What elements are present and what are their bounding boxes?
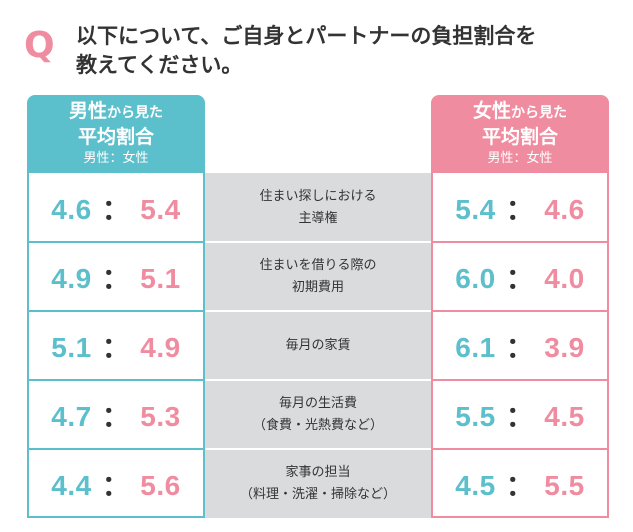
female-header-ratio-label: 男性：女性 bbox=[487, 151, 553, 166]
ratio-colon: ： bbox=[505, 193, 535, 225]
ratio-value: 5.1 ： 4.9 bbox=[51, 326, 180, 366]
female-ratio-row: 4.5 ： 5.5 bbox=[433, 449, 607, 518]
ratio-colon: ： bbox=[505, 400, 535, 432]
male-header-subtitle: 平均割合 bbox=[77, 126, 154, 148]
ratio-colon: ： bbox=[505, 469, 535, 501]
category-row: 住まいを借りる際の 初期費用 bbox=[205, 242, 431, 311]
ratio-value: 4.6 ： 5.4 bbox=[51, 188, 180, 228]
female-share: 4.0 bbox=[544, 262, 585, 294]
ratio-value: 5.4 ： 4.6 bbox=[455, 188, 584, 228]
female-share: 5.5 bbox=[544, 469, 585, 501]
female-share: 4.9 bbox=[140, 331, 181, 363]
ratio-colon: ： bbox=[101, 193, 131, 225]
category-row: 住まい探しにおける 主導権 bbox=[205, 173, 431, 242]
ratio-colon: ： bbox=[101, 400, 131, 432]
male-share: 4.7 bbox=[51, 400, 92, 432]
category-label-line1: 住まいを借りる際の bbox=[259, 257, 377, 273]
row-divider bbox=[29, 241, 203, 243]
female-header-subtitle: 平均割合 bbox=[481, 126, 558, 148]
category-label-line2: （食費・光熱費など） bbox=[252, 417, 383, 433]
male-share: 4.9 bbox=[51, 262, 92, 294]
male-share: 4.6 bbox=[51, 193, 92, 225]
female-ratio-row: 5.4 ： 4.6 bbox=[433, 173, 607, 242]
female-perspective-header: 女性から見た 平均割合 男性：女性 bbox=[431, 95, 609, 173]
question-mark: Q bbox=[24, 25, 55, 66]
row-divider bbox=[433, 448, 607, 450]
row-divider bbox=[205, 310, 431, 312]
male-share: 6.0 bbox=[455, 262, 496, 294]
male-share: 4.5 bbox=[455, 469, 496, 501]
ratio-colon: ： bbox=[505, 262, 535, 294]
male-header-ratio-label: 男性：女性 bbox=[83, 151, 149, 166]
row-divider bbox=[29, 379, 203, 381]
female-share: 5.6 bbox=[140, 469, 181, 501]
row-divider bbox=[29, 448, 203, 450]
category-row: 毎月の生活費 （食費・光熱費など） bbox=[205, 380, 431, 449]
female-share: 4.5 bbox=[544, 400, 585, 432]
female-share: 5.4 bbox=[140, 193, 181, 225]
ratio-value: 6.1 ： 3.9 bbox=[455, 326, 584, 366]
ratio-colon: ： bbox=[505, 331, 535, 363]
male-share: 4.4 bbox=[51, 469, 92, 501]
male-share: 5.1 bbox=[51, 331, 92, 363]
row-divider bbox=[205, 241, 431, 243]
female-ratio-row: 6.1 ： 3.9 bbox=[433, 311, 607, 380]
category-label-line1: 毎月の家賃 bbox=[285, 337, 351, 353]
ratio-value: 4.5 ： 5.5 bbox=[455, 464, 584, 504]
ratio-colon: ： bbox=[101, 469, 131, 501]
question-text: 以下について、ご自身とパートナーの負担割合を 教えてください。 bbox=[76, 22, 616, 80]
category-label-line1: 家事の担当 bbox=[285, 464, 351, 480]
male-ratio-row: 4.4 ： 5.6 bbox=[29, 449, 203, 518]
female-header-title-suffix: から見た bbox=[511, 105, 567, 121]
question-line-1: 以下について、ご自身とパートナーの負担割合を bbox=[76, 24, 537, 48]
female-header-title-main: 女性 bbox=[472, 100, 511, 122]
ratio-colon: ： bbox=[101, 262, 131, 294]
female-ratio-row: 6.0 ： 4.0 bbox=[433, 242, 607, 311]
category-row: 家事の担当 （料理・洗濯・掃除など） bbox=[205, 449, 431, 518]
ratio-value: 4.9 ： 5.1 bbox=[51, 257, 180, 297]
row-divider bbox=[433, 310, 607, 312]
ratio-value: 5.5 ： 4.5 bbox=[455, 395, 584, 435]
male-share: 6.1 bbox=[455, 331, 496, 363]
male-perspective-header: 男性から見た 平均割合 男性：女性 bbox=[27, 95, 205, 173]
ratio-value: 4.7 ： 5.3 bbox=[51, 395, 180, 435]
question-line-2: 教えてください。 bbox=[76, 53, 243, 77]
ratio-value: 4.4 ： 5.6 bbox=[51, 464, 180, 504]
male-share: 5.4 bbox=[455, 193, 496, 225]
female-share: 4.6 bbox=[544, 193, 585, 225]
male-ratio-row: 4.9 ： 5.1 bbox=[29, 242, 203, 311]
category-row: 毎月の家賃 bbox=[205, 311, 431, 380]
male-header-title-suffix: から見た bbox=[107, 105, 163, 121]
row-divider bbox=[433, 241, 607, 243]
category-label-line2: 主導権 bbox=[298, 210, 338, 226]
female-share: 5.1 bbox=[140, 262, 181, 294]
ratio-colon: ： bbox=[101, 331, 131, 363]
category-column: 住まい探しにおける 主導権 住まいを借りる際の 初期費用 毎月の家賃 毎月の生活… bbox=[205, 173, 431, 518]
ratio-value: 6.0 ： 4.0 bbox=[455, 257, 584, 297]
female-header-title: 女性から見た bbox=[431, 100, 609, 125]
male-share: 5.5 bbox=[455, 400, 496, 432]
row-divider bbox=[29, 310, 203, 312]
category-label-line1: 毎月の生活費 bbox=[278, 395, 357, 411]
female-share: 5.3 bbox=[140, 400, 181, 432]
row-divider bbox=[205, 379, 431, 381]
female-perspective-column: 5.4 ： 4.6 6.0 ： 4.0 6.1 ： 3.9 5.5 ： 4.5 4.5 ： 5.5 bbox=[431, 173, 609, 518]
category-label-line2: （料理・洗濯・掃除など） bbox=[239, 486, 396, 502]
male-ratio-row: 4.7 ： 5.3 bbox=[29, 380, 203, 449]
male-ratio-row: 5.1 ： 4.9 bbox=[29, 311, 203, 380]
row-divider bbox=[433, 379, 607, 381]
category-label-line2: 初期費用 bbox=[291, 279, 344, 295]
female-share: 3.9 bbox=[544, 331, 585, 363]
male-header-title-main: 男性 bbox=[68, 100, 107, 122]
category-label-line1: 住まい探しにおける bbox=[259, 188, 377, 204]
row-divider bbox=[205, 448, 431, 450]
male-ratio-row: 4.6 ： 5.4 bbox=[29, 173, 203, 242]
female-ratio-row: 5.5 ： 4.5 bbox=[433, 380, 607, 449]
male-header-title: 男性から見た bbox=[27, 100, 205, 125]
male-perspective-column: 4.6 ： 5.4 4.9 ： 5.1 5.1 ： 4.9 4.7 ： 5.3 4.4 ： 5.6 bbox=[27, 173, 205, 518]
